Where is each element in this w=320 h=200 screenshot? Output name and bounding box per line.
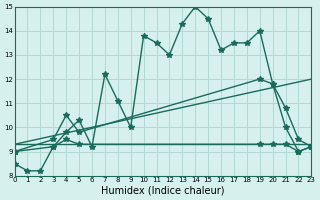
X-axis label: Humidex (Indice chaleur): Humidex (Indice chaleur) [101, 186, 225, 196]
